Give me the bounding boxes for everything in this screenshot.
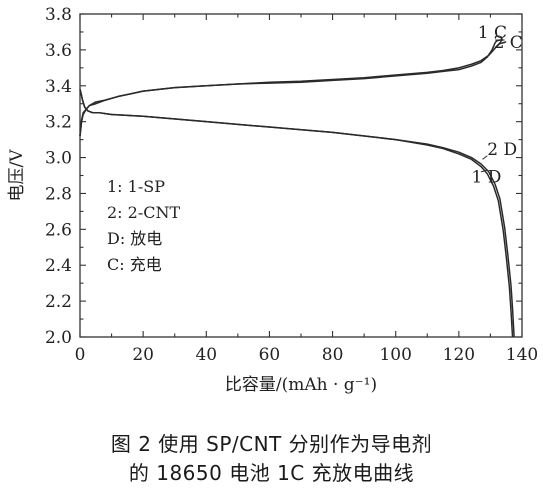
series-annotation: 2 D xyxy=(487,140,517,160)
y-tick-label: 3.2 xyxy=(45,113,72,133)
annotation-leader xyxy=(499,42,505,45)
y-tick-label: 3.4 xyxy=(45,77,72,97)
y-tick-label: 3.8 xyxy=(45,5,72,25)
series-line-1-c xyxy=(79,39,504,137)
x-axis-label: 比容量/(mAh · g⁻¹) xyxy=(225,375,377,395)
x-tick-label: 20 xyxy=(132,345,154,365)
series-line-2-c xyxy=(79,41,507,137)
annotation-leader xyxy=(480,169,488,173)
x-tick-label: 0 xyxy=(75,345,86,365)
axes: 0 20 40 60 80 100 120 140 2.0 2.2 2.4 2.6 2.8 3.0 3.2 3… xyxy=(45,5,538,365)
legend-box: 1: 1-SP 2: 2-CNT D: 放电 C: 充电 xyxy=(107,177,180,274)
x-tick-label: 140 xyxy=(506,345,538,365)
x-tick-label: 120 xyxy=(443,345,475,365)
legend-entry: C: 充电 xyxy=(107,255,162,274)
annotation-layer: 1 C2 C 2 D 1 D xyxy=(471,23,522,187)
y-tick-label: 2.6 xyxy=(45,220,72,240)
y-tick-label: 3.6 xyxy=(45,41,72,61)
legend-entry: 1: 1-SP xyxy=(107,177,165,196)
legend-entry: D: 放电 xyxy=(107,229,162,248)
figure-caption-line-1: 图 2 使用 SP/CNT 分别作为导电剂 xyxy=(110,432,433,456)
x-tick-label: 60 xyxy=(259,345,281,365)
figure-caption-line-2: 的 18650 电池 1C 充放电曲线 xyxy=(128,461,415,485)
series-annotation: 1 C xyxy=(478,23,507,43)
x-tick-label: 40 xyxy=(195,345,217,365)
series-layer xyxy=(79,39,515,338)
x-tick-label: 100 xyxy=(379,345,411,365)
series-line-2-d xyxy=(79,89,515,338)
y-tick-label: 2.2 xyxy=(45,292,72,312)
y-tick-label: 3.0 xyxy=(45,149,72,169)
series-annotation: 2 C xyxy=(494,33,523,53)
y-tick-label: 2.4 xyxy=(45,256,72,276)
y-axis-label: 电压/V xyxy=(7,149,27,202)
legend-entry: 2: 2-CNT xyxy=(107,203,180,222)
plot-frame xyxy=(79,13,523,338)
y-tick-label: 2.8 xyxy=(45,184,72,204)
annotation-leader xyxy=(482,155,488,160)
y-tick-label: 2.0 xyxy=(45,328,72,348)
series-annotation: 1 D xyxy=(471,168,501,188)
x-tick-label: 80 xyxy=(322,345,344,365)
voltage-capacity-chart: 0 20 40 60 80 100 120 140 2.0 2.2 2.4 2.6 2.8 3.0 3.2 3… xyxy=(7,5,538,395)
